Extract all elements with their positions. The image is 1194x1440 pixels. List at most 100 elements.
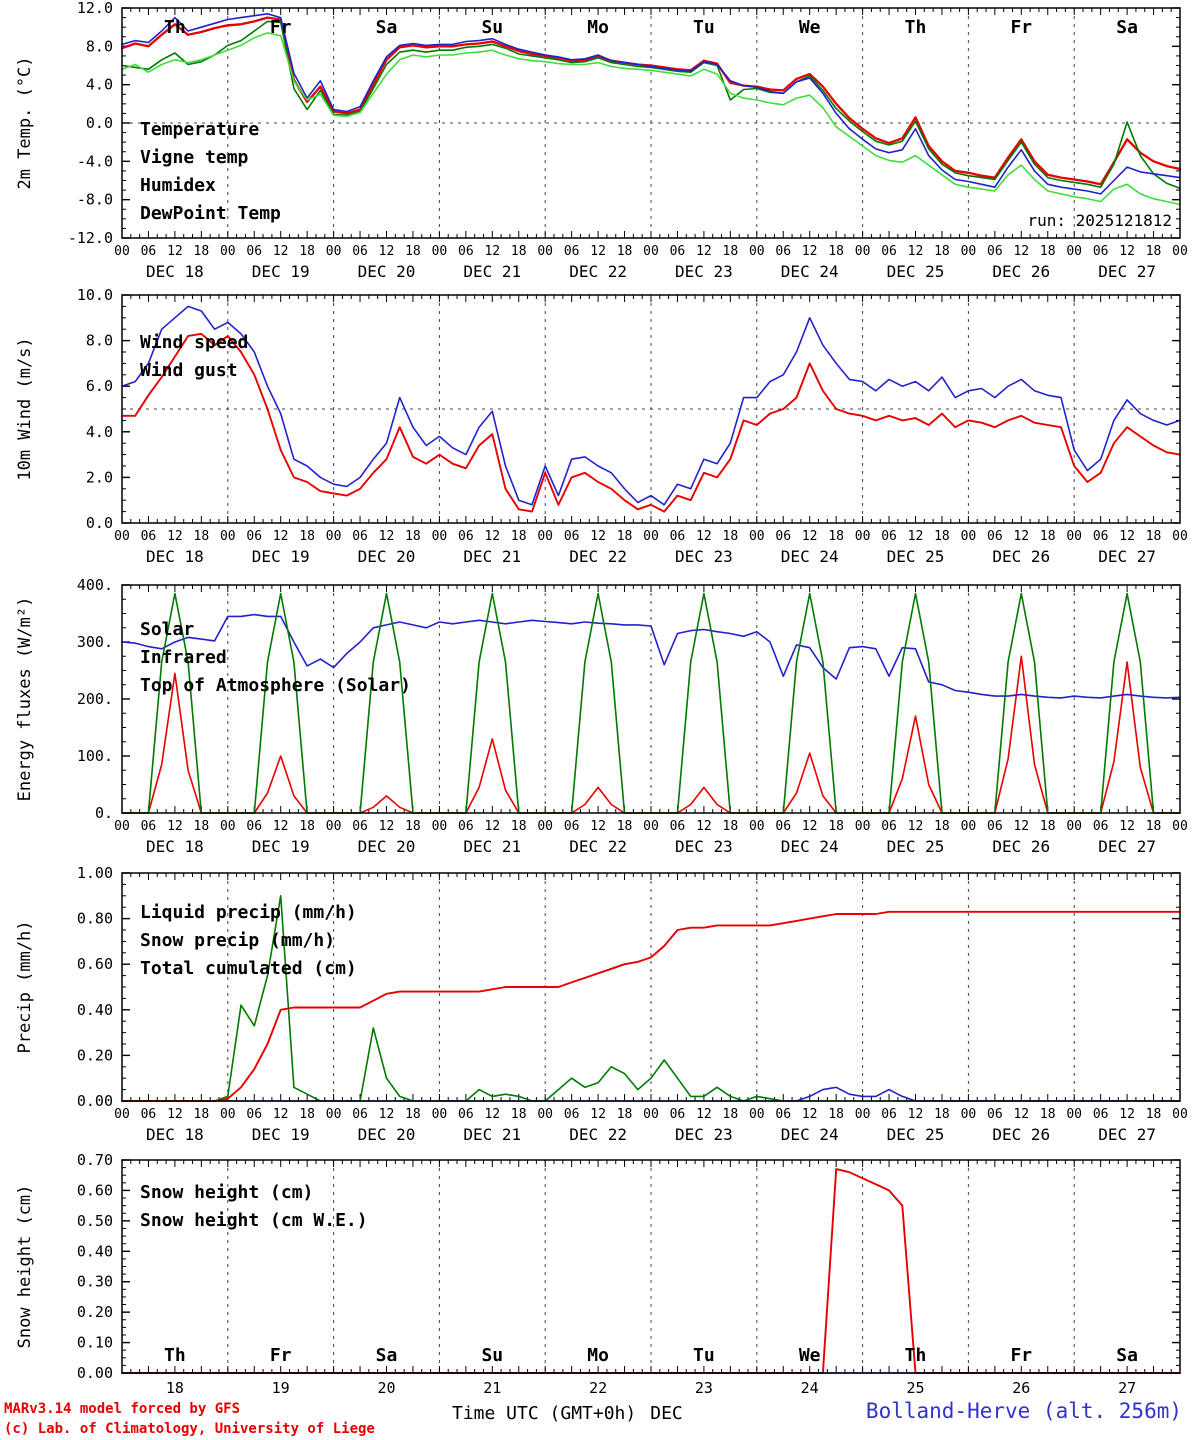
svg-text:run: 2025121812: run: 2025121812 <box>1028 211 1173 230</box>
svg-text:12: 12 <box>379 244 395 259</box>
svg-text:00: 00 <box>961 819 977 834</box>
svg-text:06: 06 <box>775 244 791 259</box>
svg-text:DEC 18: DEC 18 <box>146 547 204 566</box>
svg-text:00: 00 <box>643 819 659 834</box>
svg-text:4.0: 4.0 <box>86 423 113 441</box>
svg-text:DEC 26: DEC 26 <box>992 837 1050 856</box>
svg-text:Mo: Mo <box>587 17 609 38</box>
svg-text:12: 12 <box>484 244 500 259</box>
svg-text:00: 00 <box>749 529 765 544</box>
svg-text:18: 18 <box>617 529 633 544</box>
svg-text:12: 12 <box>1119 819 1135 834</box>
svg-text:00: 00 <box>432 244 448 259</box>
svg-text:26: 26 <box>1012 1379 1030 1397</box>
svg-text:00: 00 <box>1172 244 1188 259</box>
svg-text:06: 06 <box>458 529 474 544</box>
svg-text:18: 18 <box>194 529 210 544</box>
svg-text:12: 12 <box>1013 1107 1029 1122</box>
svg-text:12: 12 <box>167 1107 183 1122</box>
svg-text:06: 06 <box>987 819 1003 834</box>
svg-text:0.20: 0.20 <box>77 1046 113 1064</box>
svg-text:6.0: 6.0 <box>86 377 113 395</box>
svg-text:12: 12 <box>1119 1107 1135 1122</box>
svg-text:18: 18 <box>405 1107 421 1122</box>
svg-text:00: 00 <box>1172 1107 1188 1122</box>
svg-text:18: 18 <box>511 529 527 544</box>
svg-text:00: 00 <box>961 1107 977 1122</box>
svg-text:12: 12 <box>273 1107 289 1122</box>
svg-text:12: 12 <box>379 529 395 544</box>
svg-text:00: 00 <box>114 1107 130 1122</box>
svg-text:18: 18 <box>934 529 950 544</box>
svg-text:DEC 18: DEC 18 <box>146 262 204 281</box>
svg-text:25: 25 <box>906 1379 924 1397</box>
svg-text:06: 06 <box>458 244 474 259</box>
svg-text:12: 12 <box>379 1107 395 1122</box>
svg-text:21: 21 <box>483 1379 501 1397</box>
svg-text:18: 18 <box>1040 1107 1056 1122</box>
svg-text:0.50: 0.50 <box>77 1212 113 1230</box>
svg-text:00: 00 <box>855 529 871 544</box>
svg-text:Snow height (cm W.E.): Snow height (cm W.E.) <box>140 1210 368 1231</box>
svg-text:12: 12 <box>696 1107 712 1122</box>
svg-text:00: 00 <box>114 244 130 259</box>
svg-text:18: 18 <box>828 529 844 544</box>
svg-text:Th: Th <box>164 17 186 38</box>
svg-text:12: 12 <box>908 529 924 544</box>
svg-text:12: 12 <box>273 529 289 544</box>
svg-text:18: 18 <box>194 244 210 259</box>
svg-text:00: 00 <box>326 1107 342 1122</box>
svg-text:18: 18 <box>511 244 527 259</box>
svg-text:18: 18 <box>1040 244 1056 259</box>
xaxis-title-text: Time UTC (GMT+0h) <box>452 1403 637 1424</box>
svg-text:06: 06 <box>881 819 897 834</box>
svg-text:Energy fluxes (W/m²): Energy fluxes (W/m²) <box>15 597 35 802</box>
svg-text:DEC 22: DEC 22 <box>569 837 627 856</box>
svg-text:Mo: Mo <box>587 1345 609 1366</box>
xaxis-month-label: DEC <box>650 1403 683 1424</box>
svg-text:12: 12 <box>167 819 183 834</box>
svg-text:DEC 23: DEC 23 <box>675 547 733 566</box>
svg-text:DEC 24: DEC 24 <box>781 837 839 856</box>
svg-text:DEC 24: DEC 24 <box>781 262 839 281</box>
svg-text:00: 00 <box>220 1107 236 1122</box>
svg-text:Solar: Solar <box>140 619 194 640</box>
svg-text:DEC 24: DEC 24 <box>781 547 839 566</box>
svg-text:06: 06 <box>987 1107 1003 1122</box>
svg-text:00: 00 <box>1172 819 1188 834</box>
svg-text:DEC 21: DEC 21 <box>463 547 521 566</box>
svg-text:DEC 25: DEC 25 <box>887 547 945 566</box>
svg-text:00: 00 <box>643 529 659 544</box>
svg-text:18: 18 <box>194 819 210 834</box>
svg-text:00: 00 <box>114 529 130 544</box>
svg-text:18: 18 <box>405 529 421 544</box>
svg-text:00: 00 <box>749 1107 765 1122</box>
svg-text:Sa: Sa <box>376 1345 398 1366</box>
svg-text:DEC 27: DEC 27 <box>1098 837 1156 856</box>
svg-text:Fr: Fr <box>270 17 292 38</box>
svg-text:06: 06 <box>246 819 262 834</box>
svg-text:18: 18 <box>405 819 421 834</box>
svg-text:12: 12 <box>273 244 289 259</box>
svg-text:06: 06 <box>1093 244 1109 259</box>
svg-text:18: 18 <box>299 529 315 544</box>
svg-text:00: 00 <box>1066 819 1082 834</box>
svg-text:06: 06 <box>881 529 897 544</box>
svg-text:12: 12 <box>696 529 712 544</box>
svg-text:18: 18 <box>723 819 739 834</box>
svg-text:1.00: 1.00 <box>77 864 113 882</box>
svg-text:18: 18 <box>511 819 527 834</box>
svg-text:18: 18 <box>934 1107 950 1122</box>
svg-text:0.00: 0.00 <box>77 1092 113 1110</box>
svg-text:12: 12 <box>167 244 183 259</box>
svg-text:06: 06 <box>987 529 1003 544</box>
svg-text:Su: Su <box>481 17 503 38</box>
svg-text:12: 12 <box>1119 244 1135 259</box>
svg-text:200.: 200. <box>77 690 113 708</box>
svg-text:00: 00 <box>643 244 659 259</box>
svg-text:Fr: Fr <box>1010 1345 1032 1366</box>
svg-text:12: 12 <box>908 1107 924 1122</box>
svg-text:12: 12 <box>484 819 500 834</box>
